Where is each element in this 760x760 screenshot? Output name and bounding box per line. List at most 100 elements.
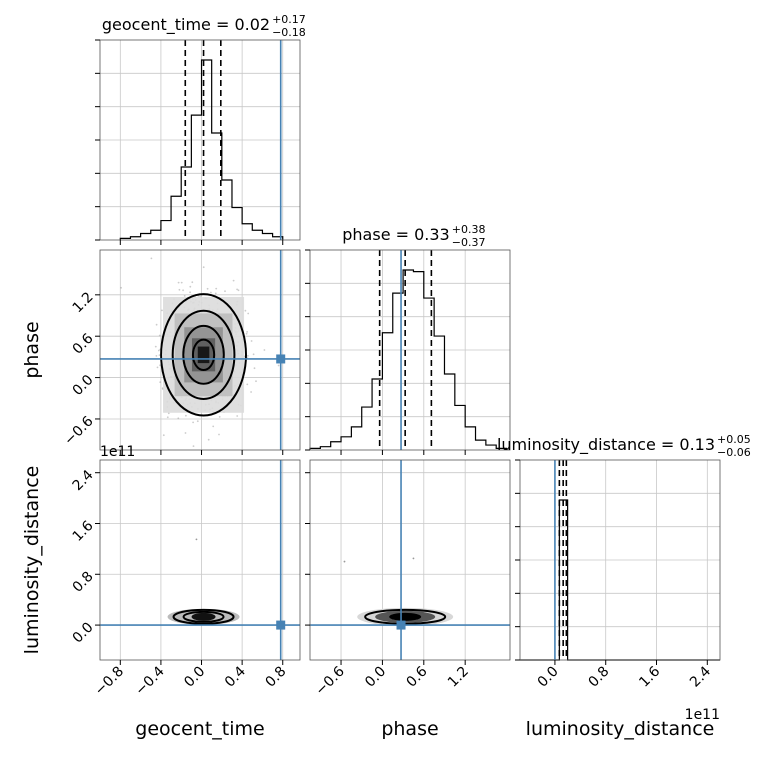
sample-point bbox=[224, 290, 226, 293]
sample-point bbox=[263, 349, 266, 351]
title-upper-error: +0.38 bbox=[452, 223, 486, 236]
sample-point bbox=[218, 416, 221, 418]
sample-point bbox=[157, 349, 160, 352]
panel-ld-vs-geocent bbox=[100, 460, 300, 660]
density-cell bbox=[197, 346, 210, 364]
sample-point bbox=[158, 334, 161, 337]
sample-point bbox=[253, 367, 256, 370]
sample-point bbox=[159, 364, 162, 367]
x-axis-label: luminosity_distance bbox=[526, 718, 715, 740]
sample-point bbox=[246, 383, 249, 386]
sample-point bbox=[343, 560, 346, 563]
sample-point bbox=[183, 295, 186, 297]
y-axis-label: phase bbox=[21, 321, 43, 378]
title-upper-error: +0.17 bbox=[272, 13, 306, 26]
y-tick-label: 0.0 bbox=[70, 372, 97, 399]
sample-point bbox=[412, 557, 415, 560]
sample-point bbox=[185, 414, 187, 417]
x-tick-label: −0.6 bbox=[313, 663, 348, 698]
y-tick-label: 1.2 bbox=[70, 289, 97, 316]
sample-point bbox=[244, 309, 247, 312]
sample-point bbox=[247, 355, 249, 357]
x-tick-label: 0.6 bbox=[404, 663, 431, 690]
histogram-phase bbox=[309, 269, 508, 450]
x-tick-label: 1.2 bbox=[445, 664, 472, 691]
density-cell bbox=[191, 612, 216, 621]
sample-point bbox=[246, 331, 249, 333]
sample-point bbox=[178, 288, 181, 291]
x-tick-label: 1.6 bbox=[636, 663, 663, 690]
sample-point bbox=[120, 286, 122, 289]
sample-point bbox=[167, 412, 170, 415]
contour-level-2 bbox=[171, 309, 236, 400]
title-geocent_time: geocent_time = 0.02 +0.17−0.18 bbox=[102, 13, 306, 39]
sample-point bbox=[210, 291, 212, 294]
sample-point bbox=[182, 289, 185, 292]
x-axis-label: phase bbox=[381, 718, 438, 740]
sample-point bbox=[255, 380, 257, 383]
contour-level-1 bbox=[160, 293, 247, 417]
y-tick-label: 1.6 bbox=[70, 518, 97, 545]
sample-point bbox=[184, 432, 187, 434]
sample-point bbox=[180, 281, 183, 284]
sample-point bbox=[196, 420, 199, 423]
sample-point bbox=[195, 538, 198, 541]
sample-point bbox=[159, 381, 162, 384]
title-lower-error: −0.06 bbox=[717, 446, 751, 459]
sample-point bbox=[162, 434, 165, 437]
title-lower-error: −0.18 bbox=[272, 26, 306, 39]
sample-point bbox=[158, 354, 161, 356]
sample-point bbox=[189, 285, 192, 288]
y-tick-label: 0.0 bbox=[70, 619, 97, 646]
sample-point bbox=[277, 364, 280, 367]
y-tick-label: 0.8 bbox=[70, 569, 97, 596]
sample-point bbox=[207, 438, 210, 441]
panel-ld-vs-phase-border bbox=[309, 459, 511, 661]
sample-point bbox=[236, 288, 239, 291]
title-luminosity_distance: luminosity_distance = 0.13 +0.05−0.06 bbox=[497, 433, 751, 459]
sample-point bbox=[206, 287, 209, 290]
sample-point bbox=[192, 445, 195, 447]
sample-point bbox=[232, 279, 235, 282]
sample-point bbox=[252, 353, 255, 356]
x-tick-label: 0.4 bbox=[222, 663, 249, 690]
x-tick-label: 0.0 bbox=[535, 664, 562, 691]
sample-point bbox=[214, 292, 217, 295]
panel-ld-vs-phase bbox=[310, 460, 510, 660]
title-main: geocent_time = 0.02 bbox=[102, 15, 270, 35]
sample-point bbox=[177, 281, 180, 284]
truth-marker bbox=[276, 354, 286, 364]
truth-marker bbox=[396, 620, 406, 630]
title-main: phase = 0.33 bbox=[342, 225, 449, 244]
title-upper-error: +0.05 bbox=[717, 433, 751, 446]
sample-point bbox=[202, 266, 205, 269]
title-phase: phase = 0.33 +0.38−0.37 bbox=[342, 223, 485, 249]
contour-level-3 bbox=[182, 324, 225, 385]
sample-point bbox=[247, 312, 250, 315]
sample-point bbox=[154, 345, 157, 348]
sample-point bbox=[155, 355, 158, 357]
contour-level-4 bbox=[191, 338, 216, 371]
sample-point bbox=[250, 391, 253, 393]
histogram-geocent_time bbox=[119, 59, 284, 240]
sample-point bbox=[215, 287, 218, 290]
y-axis-label: luminosity_distance bbox=[21, 466, 43, 655]
x-tick-label: 2.4 bbox=[687, 663, 714, 690]
x-offset-label: 1e11 bbox=[685, 707, 720, 723]
y-offset-label: 1e11 bbox=[100, 444, 135, 460]
sample-point bbox=[192, 421, 195, 424]
sample-point bbox=[236, 415, 239, 417]
x-tick-label: 0.8 bbox=[585, 664, 612, 691]
sample-point bbox=[250, 340, 253, 342]
sample-point bbox=[155, 323, 158, 326]
contour-level-2 bbox=[182, 610, 225, 623]
x-tick-label: −0.8 bbox=[92, 664, 127, 699]
truth-marker bbox=[276, 620, 286, 630]
x-axis-label: geocent_time bbox=[135, 718, 264, 740]
x-tick-label: 0.0 bbox=[362, 664, 389, 691]
sample-point bbox=[161, 309, 163, 312]
x-tick-label: 0.0 bbox=[181, 664, 208, 691]
title-lower-error: −0.37 bbox=[452, 236, 486, 249]
y-tick-label: 2.4 bbox=[70, 467, 97, 494]
